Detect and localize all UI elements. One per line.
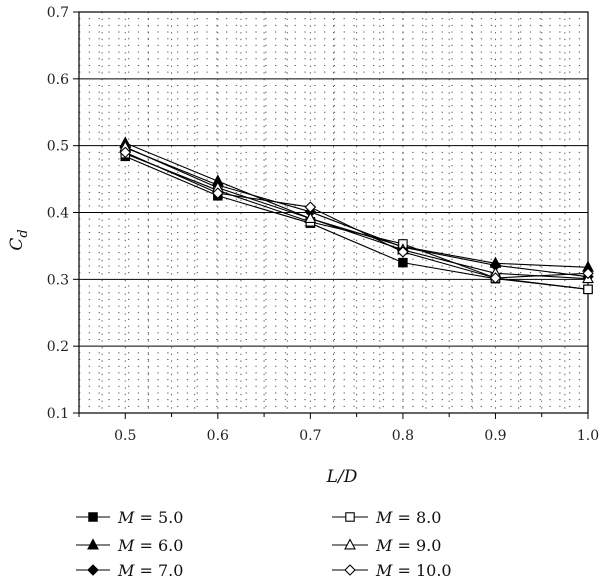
y-tick-label: 0.7 — [47, 5, 69, 21]
series-line — [125, 142, 589, 268]
legend-label: M = 8.0 — [375, 508, 441, 527]
legend-label-var: M — [117, 561, 135, 580]
x-tick-label: 0.6 — [207, 428, 229, 444]
legend-label-var: M — [375, 561, 393, 580]
data-point-marker — [88, 512, 98, 522]
y-tick-label: 0.1 — [47, 406, 69, 422]
data-point-marker — [344, 538, 356, 550]
series-line — [125, 155, 589, 290]
y-axis-title: Cd — [7, 229, 31, 250]
y-tick-label: 0.5 — [47, 139, 69, 155]
legend-item: M = 8.0 — [332, 508, 441, 527]
data-point-marker — [489, 272, 502, 284]
x-tick-label: 0.9 — [484, 428, 506, 444]
series-line — [125, 151, 589, 279]
legend-label: M = 9.0 — [375, 536, 441, 555]
series-4 — [120, 148, 593, 295]
series-group — [119, 136, 594, 295]
series-line — [125, 146, 589, 280]
data-point-marker — [87, 538, 99, 550]
y-tick-label: 0.6 — [47, 72, 69, 88]
y-tick-label: 0.2 — [47, 339, 69, 355]
x-tick-label: 0.5 — [114, 428, 136, 444]
x-tick-label: 0.7 — [299, 428, 321, 444]
x-tick-label: 1.0 — [577, 428, 599, 444]
data-point-marker — [583, 284, 593, 295]
legend-label: M = 5.0 — [117, 508, 183, 527]
legend-label-value: = 5.0 — [134, 508, 183, 527]
y-tick-label: 0.3 — [47, 272, 69, 288]
grid — [79, 12, 588, 413]
data-point-marker — [87, 564, 99, 576]
legend-item: M = 5.0 — [76, 508, 183, 527]
x-axis-ticks: 0.5 0.6 0.7 0.8 0.9 1.0 — [78, 413, 599, 444]
x-tick-label: 0.8 — [392, 428, 414, 444]
legend-label-var: M — [375, 536, 393, 555]
y-axis-title-main: C — [7, 238, 27, 251]
legend-label-value: = 6.0 — [134, 536, 183, 555]
data-point-marker — [304, 211, 317, 223]
legend-label: M = 7.0 — [117, 561, 183, 580]
legend-label: M = 10.0 — [375, 561, 452, 580]
legend-item: M = 7.0 — [76, 561, 183, 580]
legend-label-value: = 10.0 — [392, 561, 451, 580]
data-point-marker — [582, 267, 594, 280]
legend-label-var: M — [117, 536, 135, 555]
legend-item: M = 10.0 — [332, 561, 452, 580]
data-point-marker — [344, 564, 356, 576]
legend-label-value: = 8.0 — [392, 508, 441, 527]
data-point-marker — [397, 246, 409, 258]
data-point-marker — [304, 201, 317, 213]
legend: M = 5.0M = 6.0M = 7.0M = 8.0M = 9.0M = 1… — [76, 508, 452, 580]
legend-label: M = 6.0 — [117, 536, 183, 555]
y-axis-ticks: 0.1 0.2 0.3 0.4 0.5 0.6 0.7 — [47, 5, 79, 422]
legend-item: M = 9.0 — [332, 536, 441, 555]
series-6 — [119, 146, 594, 284]
series-line — [125, 153, 589, 290]
legend-label-value: = 7.0 — [134, 561, 183, 580]
y-axis-title-sub: d — [16, 229, 31, 237]
legend-item: M = 6.0 — [76, 536, 183, 555]
legend-label-var: M — [375, 508, 393, 527]
legend-label-value: = 9.0 — [392, 536, 441, 555]
data-point-marker — [212, 187, 224, 199]
data-point-marker — [398, 257, 408, 268]
y-tick-label: 0.4 — [47, 206, 69, 222]
data-point-marker — [119, 146, 132, 159]
data-point-marker — [345, 512, 355, 522]
series-2 — [119, 136, 594, 272]
x-axis-title: L/D — [326, 467, 358, 487]
legend-label-var: M — [117, 508, 135, 527]
